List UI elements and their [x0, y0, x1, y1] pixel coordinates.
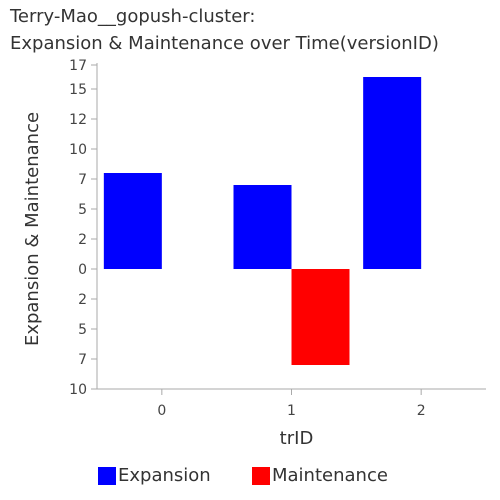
- y-tick-label-6: 2: [78, 232, 87, 248]
- y-tick-label-2: 12: [69, 112, 87, 128]
- x-axis-title: trID: [280, 428, 314, 449]
- bar-expansion-1: [233, 185, 292, 269]
- chart-title-line-1: Terry-Mao__gopush-cluster:: [10, 6, 256, 27]
- y-tick-label-1: 15: [69, 82, 87, 98]
- legend-swatch-maintenance: [252, 466, 270, 485]
- legend-swatch-expansion: [98, 466, 116, 485]
- y-tick-label-9: 5: [78, 322, 87, 338]
- chart-legend: Expansion Maintenance: [0, 465, 500, 489]
- y-tick-label-4: 7: [78, 172, 87, 188]
- bar-expansion-2: [363, 77, 422, 269]
- y-tick-label-8: 2: [78, 292, 87, 308]
- chart-title-line-2: Expansion & Maintenance over Time(versio…: [10, 33, 439, 54]
- y-tick-label-7: 0: [78, 262, 87, 278]
- x-tick-label-1: 1: [287, 403, 296, 419]
- y-tick-label-5: 5: [78, 202, 87, 218]
- legend-label-maintenance: Maintenance: [272, 465, 388, 486]
- y-tick-label-11: 10: [69, 382, 87, 398]
- y-tick-label-3: 10: [69, 142, 87, 158]
- x-tick-label-0: 0: [157, 403, 166, 419]
- legend-item-expansion: Expansion: [98, 465, 211, 486]
- bar-maintenance-1: [291, 269, 350, 365]
- legend-label-expansion: Expansion: [118, 465, 211, 486]
- y-tick-label-10: 7: [78, 352, 87, 368]
- legend-item-maintenance: Maintenance: [252, 465, 388, 486]
- x-tick-label-2: 2: [417, 403, 426, 419]
- y-axis-title: Expansion & Maintenance: [22, 112, 43, 346]
- y-tick-label-0: 17: [69, 58, 87, 74]
- bar-expansion-0: [103, 173, 162, 269]
